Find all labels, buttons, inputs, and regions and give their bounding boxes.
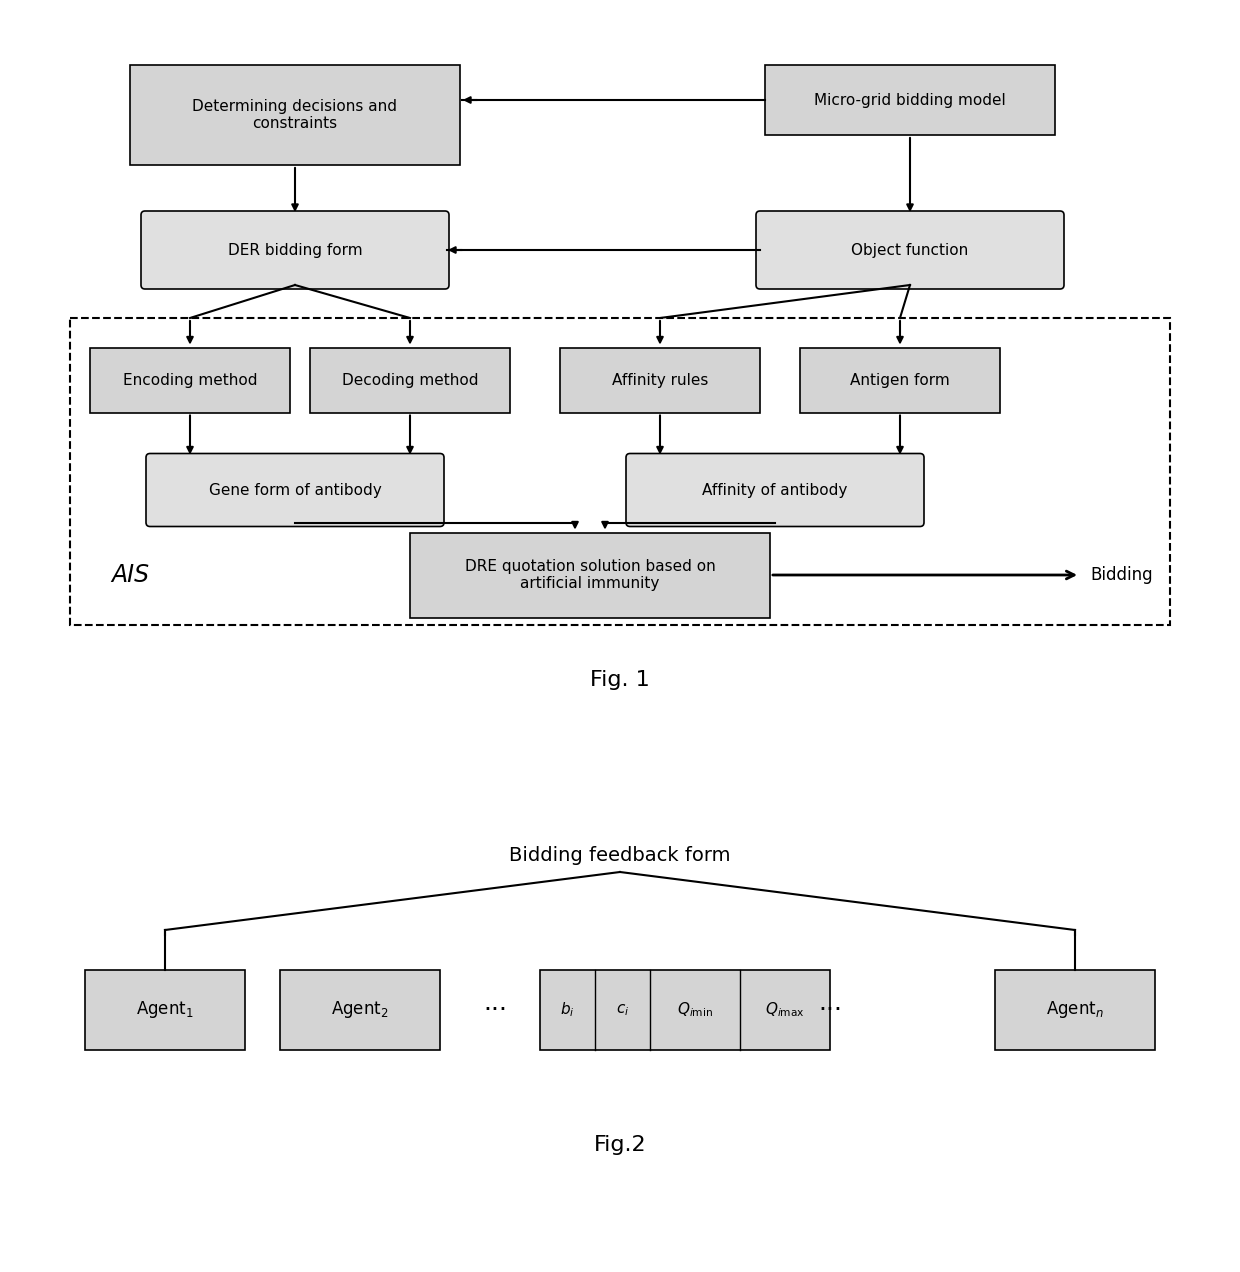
Text: Bidding: Bidding [1090,566,1153,584]
Text: ···: ··· [818,999,842,1021]
Text: Encoding method: Encoding method [123,373,257,388]
Text: Fig.2: Fig.2 [594,1135,646,1155]
Text: Bidding feedback form: Bidding feedback form [510,846,730,865]
Text: Determining decisions and
constraints: Determining decisions and constraints [192,99,398,131]
Text: Affinity rules: Affinity rules [611,373,708,388]
FancyBboxPatch shape [800,347,999,412]
FancyBboxPatch shape [280,971,440,1049]
Text: Agent$_1$: Agent$_1$ [136,1000,193,1020]
FancyBboxPatch shape [310,347,510,412]
FancyBboxPatch shape [146,454,444,527]
FancyBboxPatch shape [91,347,290,412]
FancyBboxPatch shape [626,454,924,527]
Text: $c_i$: $c_i$ [616,1002,629,1018]
Text: Decoding method: Decoding method [342,373,479,388]
FancyBboxPatch shape [539,971,830,1049]
Text: Gene form of antibody: Gene form of antibody [208,482,382,497]
FancyBboxPatch shape [86,971,246,1049]
Text: $Q_{i\mathrm{min}}$: $Q_{i\mathrm{min}}$ [677,1001,713,1019]
Text: DER bidding form: DER bidding form [228,243,362,257]
Text: DRE quotation solution based on
artificial immunity: DRE quotation solution based on artifici… [465,558,715,591]
Text: ···: ··· [484,999,507,1021]
FancyBboxPatch shape [130,65,460,165]
FancyBboxPatch shape [410,533,770,617]
Text: Antigen form: Antigen form [851,373,950,388]
FancyBboxPatch shape [994,971,1154,1049]
Text: $Q_{i\mathrm{max}}$: $Q_{i\mathrm{max}}$ [765,1001,805,1019]
Text: Agent$_n$: Agent$_n$ [1047,1000,1104,1020]
Text: Agent$_2$: Agent$_2$ [331,1000,389,1020]
FancyBboxPatch shape [756,211,1064,289]
Text: $b_i$: $b_i$ [560,1001,575,1019]
FancyBboxPatch shape [560,347,760,412]
Text: Fig. 1: Fig. 1 [590,670,650,689]
Text: AIS: AIS [110,563,149,586]
FancyBboxPatch shape [765,65,1055,135]
Text: Affinity of antibody: Affinity of antibody [702,482,848,497]
Text: Object function: Object function [852,243,968,257]
FancyBboxPatch shape [141,211,449,289]
Text: Micro-grid bidding model: Micro-grid bidding model [815,93,1006,108]
